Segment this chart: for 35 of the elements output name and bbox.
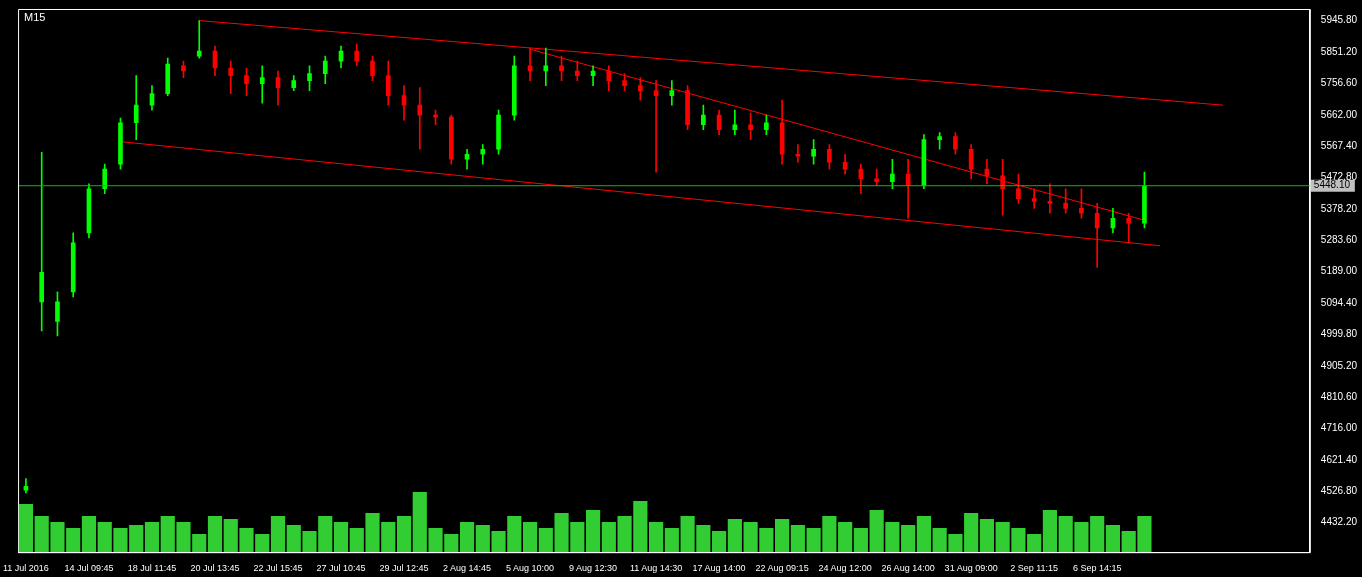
y-tick-label: 5756.60 xyxy=(1320,77,1358,89)
y-tick-label: 4621.40 xyxy=(1320,453,1358,465)
x-tick-label: 26 Aug 14:00 xyxy=(881,563,935,574)
x-tick-label: 22 Jul 15:45 xyxy=(253,563,303,574)
x-tick-label: 11 Jul 2016 xyxy=(3,563,49,574)
x-tick-label: 11 Aug 14:30 xyxy=(629,563,683,574)
x-tick-label: 31 Aug 09:00 xyxy=(944,563,998,574)
y-tick-label: 4905.20 xyxy=(1320,359,1358,371)
x-tick-label: 6 Sep 14:15 xyxy=(1072,563,1122,574)
y-tick-label: 5662.00 xyxy=(1320,108,1358,120)
chart-title: M15 xyxy=(24,10,46,23)
x-tick-label: 14 Jul 09:45 xyxy=(64,563,114,574)
y-tick-label: 5945.80 xyxy=(1320,14,1358,26)
y-tick-label: 5094.40 xyxy=(1320,296,1358,308)
x-tick-label: 5 Aug 10:00 xyxy=(506,563,555,574)
x-tick-label: 27 Jul 10:45 xyxy=(316,563,366,574)
y-tick-label: 5567.40 xyxy=(1320,139,1358,151)
y-tick-label: 4432.20 xyxy=(1320,516,1358,528)
x-tick-label: 29 Jul 12:45 xyxy=(379,563,429,574)
y-tick-label: 5189.00 xyxy=(1320,265,1358,277)
y-tick-label: 4716.00 xyxy=(1320,422,1358,434)
y-tick-label: 5283.60 xyxy=(1320,234,1358,246)
x-tick-label: 9 Aug 12:30 xyxy=(569,563,618,574)
y-tick-label: 4810.60 xyxy=(1320,390,1358,402)
y-tick-label: 4526.80 xyxy=(1320,485,1358,496)
x-tick-label: 20 Jul 13:45 xyxy=(190,563,240,574)
y-tick-label: 4999.80 xyxy=(1320,328,1358,340)
x-tick-label: 2 Aug 14:45 xyxy=(443,563,492,574)
x-tick-label: 18 Jul 11:45 xyxy=(127,563,177,574)
x-tick-label: 22 Aug 09:15 xyxy=(755,563,809,574)
y-tick-label: 5378.20 xyxy=(1320,202,1358,214)
x-tick-label: 2 Sep 11:15 xyxy=(1010,563,1059,574)
y-tick-label: 5851.20 xyxy=(1320,45,1358,57)
x-tick-label: 24 Aug 12:00 xyxy=(818,563,872,574)
x-tick-label: 17 Aug 14:00 xyxy=(692,563,746,574)
